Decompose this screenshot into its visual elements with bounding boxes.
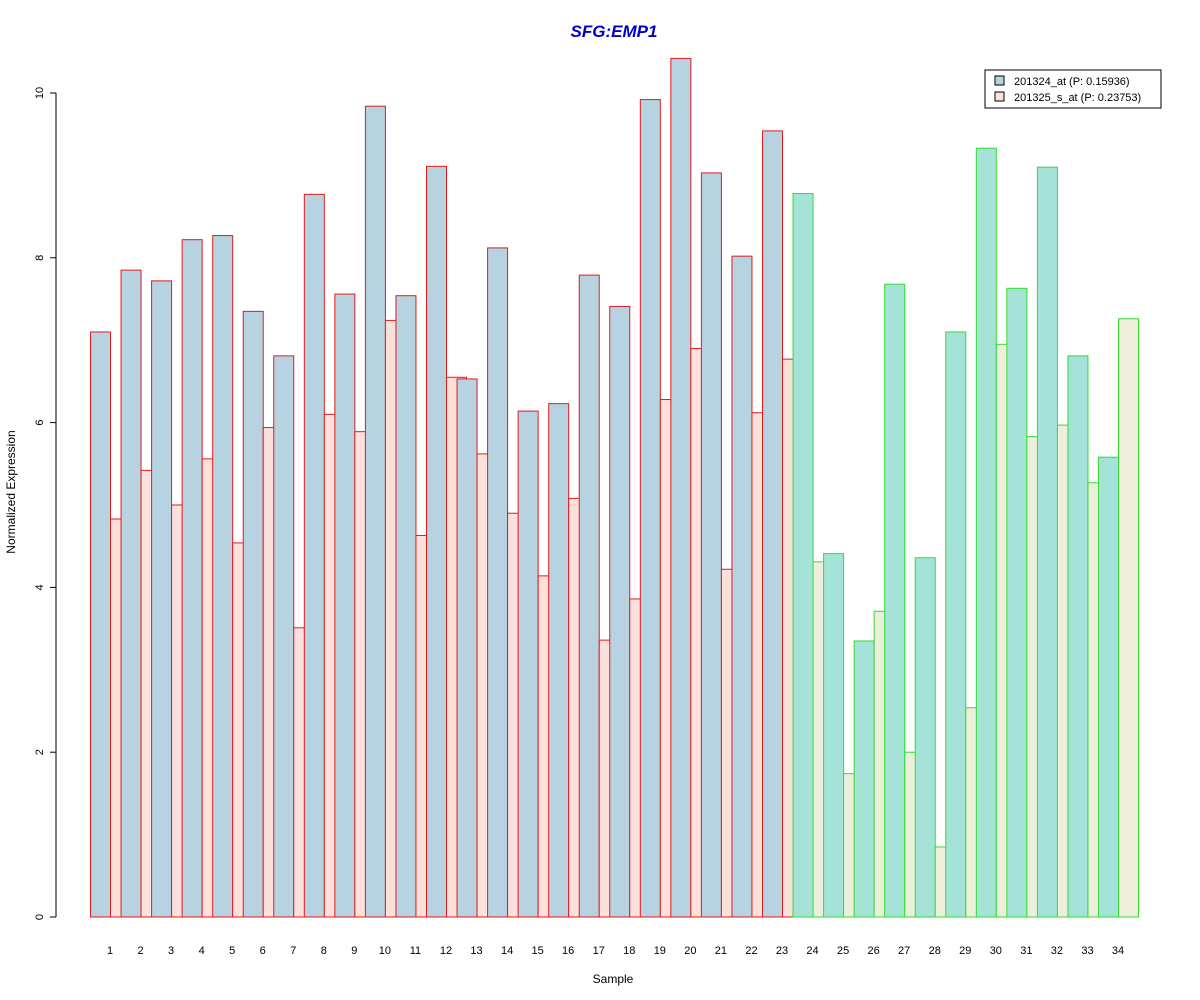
legend-label-series-1: 201324_at (P: 0.15936): [1014, 76, 1130, 88]
x-axis-tick-labels: 1 2 3 4 5 6 7 8 9 10 11 12 13 14 15 16 17 18 19 20 21 22 23 24 2…: [107, 945, 1124, 957]
bar-series-1: [212, 235, 234, 918]
x-axis-tick-label: 17: [593, 945, 605, 957]
x-axis-tick-label: 13: [470, 945, 482, 957]
x-axis-tick-label: 32: [1051, 945, 1063, 957]
legend-box: [984, 69, 1162, 109]
x-axis-tick-label: 8: [321, 945, 327, 957]
bar-series-1: [975, 147, 997, 918]
x-axis-tick-label: 15: [532, 945, 544, 957]
bar-series-2: [1118, 318, 1139, 918]
x-axis-tick-label: 6: [260, 945, 266, 957]
bar-series-1: [1036, 166, 1058, 918]
bar-series-1: [792, 193, 814, 918]
x-axis-tick-label: 10: [379, 945, 391, 957]
x-axis-tick-label: 33: [1081, 945, 1093, 957]
x-axis-tick-label: 1: [107, 945, 113, 957]
y-axis-tick-label: 6: [34, 420, 46, 426]
bar-series-1: [945, 331, 967, 918]
x-axis-tick-label: 34: [1112, 945, 1124, 957]
bar-series-1: [273, 355, 295, 918]
bar-series-1: [731, 255, 753, 918]
bar-series-1: [578, 274, 600, 918]
x-axis-tick-label: 19: [654, 945, 666, 957]
bar-series-1: [823, 553, 845, 918]
x-axis-tick-label: 20: [684, 945, 696, 957]
x-axis-tick-label: 31: [1020, 945, 1032, 957]
x-axis-tick-label: 14: [501, 945, 513, 957]
x-axis-tick-label: 22: [745, 945, 757, 957]
bar-series-1: [181, 239, 203, 918]
x-axis-tick-label: 12: [440, 945, 452, 957]
x-axis-tick-label: 3: [168, 945, 174, 957]
bar-series-1: [364, 105, 386, 918]
bar-series-1: [303, 193, 325, 918]
bar-series-1: [762, 130, 783, 918]
x-axis-tick-label: 7: [290, 945, 296, 957]
legend-swatch-series-1: [994, 75, 1005, 86]
x-axis-tick-label: 27: [898, 945, 910, 957]
x-axis-tick-label: 23: [776, 945, 788, 957]
y-axis-tick-label: 4: [34, 584, 46, 590]
chart-title: SFG:EMP1: [571, 22, 658, 41]
bar-series-1: [120, 269, 142, 918]
bar-series-1: [90, 331, 111, 918]
bar-series-1: [151, 280, 173, 918]
x-axis-tick-label: 25: [837, 945, 849, 957]
bar-series-1: [853, 640, 875, 918]
x-axis-tick-label: 24: [806, 945, 818, 957]
x-axis-tick-label: 9: [351, 945, 357, 957]
y-axis-label: Normalized Expression: [4, 430, 18, 553]
bar-series-1: [700, 172, 722, 918]
bar-series-1: [548, 403, 570, 918]
x-axis-tick-label: 30: [990, 945, 1002, 957]
x-axis-tick-label: 4: [199, 945, 205, 957]
bar-series-1: [1098, 456, 1119, 918]
bar-series-1: [1067, 355, 1089, 918]
legend-label-series-2: 201325_s_at (P: 0.23753): [1014, 92, 1141, 104]
bar-series-1: [517, 410, 539, 918]
y-axis: 0 2 4 6 8 10: [34, 87, 57, 920]
y-axis-tick-label: 10: [34, 87, 46, 99]
x-axis-label: Sample: [593, 972, 634, 986]
bar-series-1: [609, 305, 631, 918]
x-axis-tick-label: 28: [929, 945, 941, 957]
bar-series-1: [456, 378, 478, 918]
x-axis-tick-label: 16: [562, 945, 574, 957]
x-axis-tick-label: 5: [229, 945, 235, 957]
bar-series-1: [395, 295, 417, 918]
x-axis-tick-label: 29: [959, 945, 971, 957]
y-axis-tick-label: 0: [34, 914, 46, 920]
bar-series-1: [639, 99, 661, 918]
x-axis-tick-label: 11: [410, 945, 421, 957]
bar-series-1: [670, 57, 692, 918]
x-axis-tick-label: 26: [868, 945, 880, 957]
x-axis-tick-label: 18: [623, 945, 635, 957]
bar-series-1: [334, 293, 356, 918]
bar-series-1: [487, 247, 509, 918]
bar-series-1: [884, 283, 906, 918]
x-axis-tick-label: 21: [715, 945, 727, 957]
legend-swatch-series-2: [994, 91, 1005, 102]
y-axis-tick-label: 2: [34, 749, 46, 755]
bar-series-1: [426, 165, 447, 918]
bar-series-1: [242, 310, 264, 918]
x-axis-tick-label: 2: [137, 945, 143, 957]
legend: 201324_at (P: 0.15936) 201325_s_at (P: 0…: [984, 69, 1162, 109]
bars: [90, 57, 1139, 918]
bar-series-1: [1006, 287, 1028, 918]
y-axis-tick-label: 8: [34, 255, 46, 261]
bar-series-1: [914, 557, 936, 918]
